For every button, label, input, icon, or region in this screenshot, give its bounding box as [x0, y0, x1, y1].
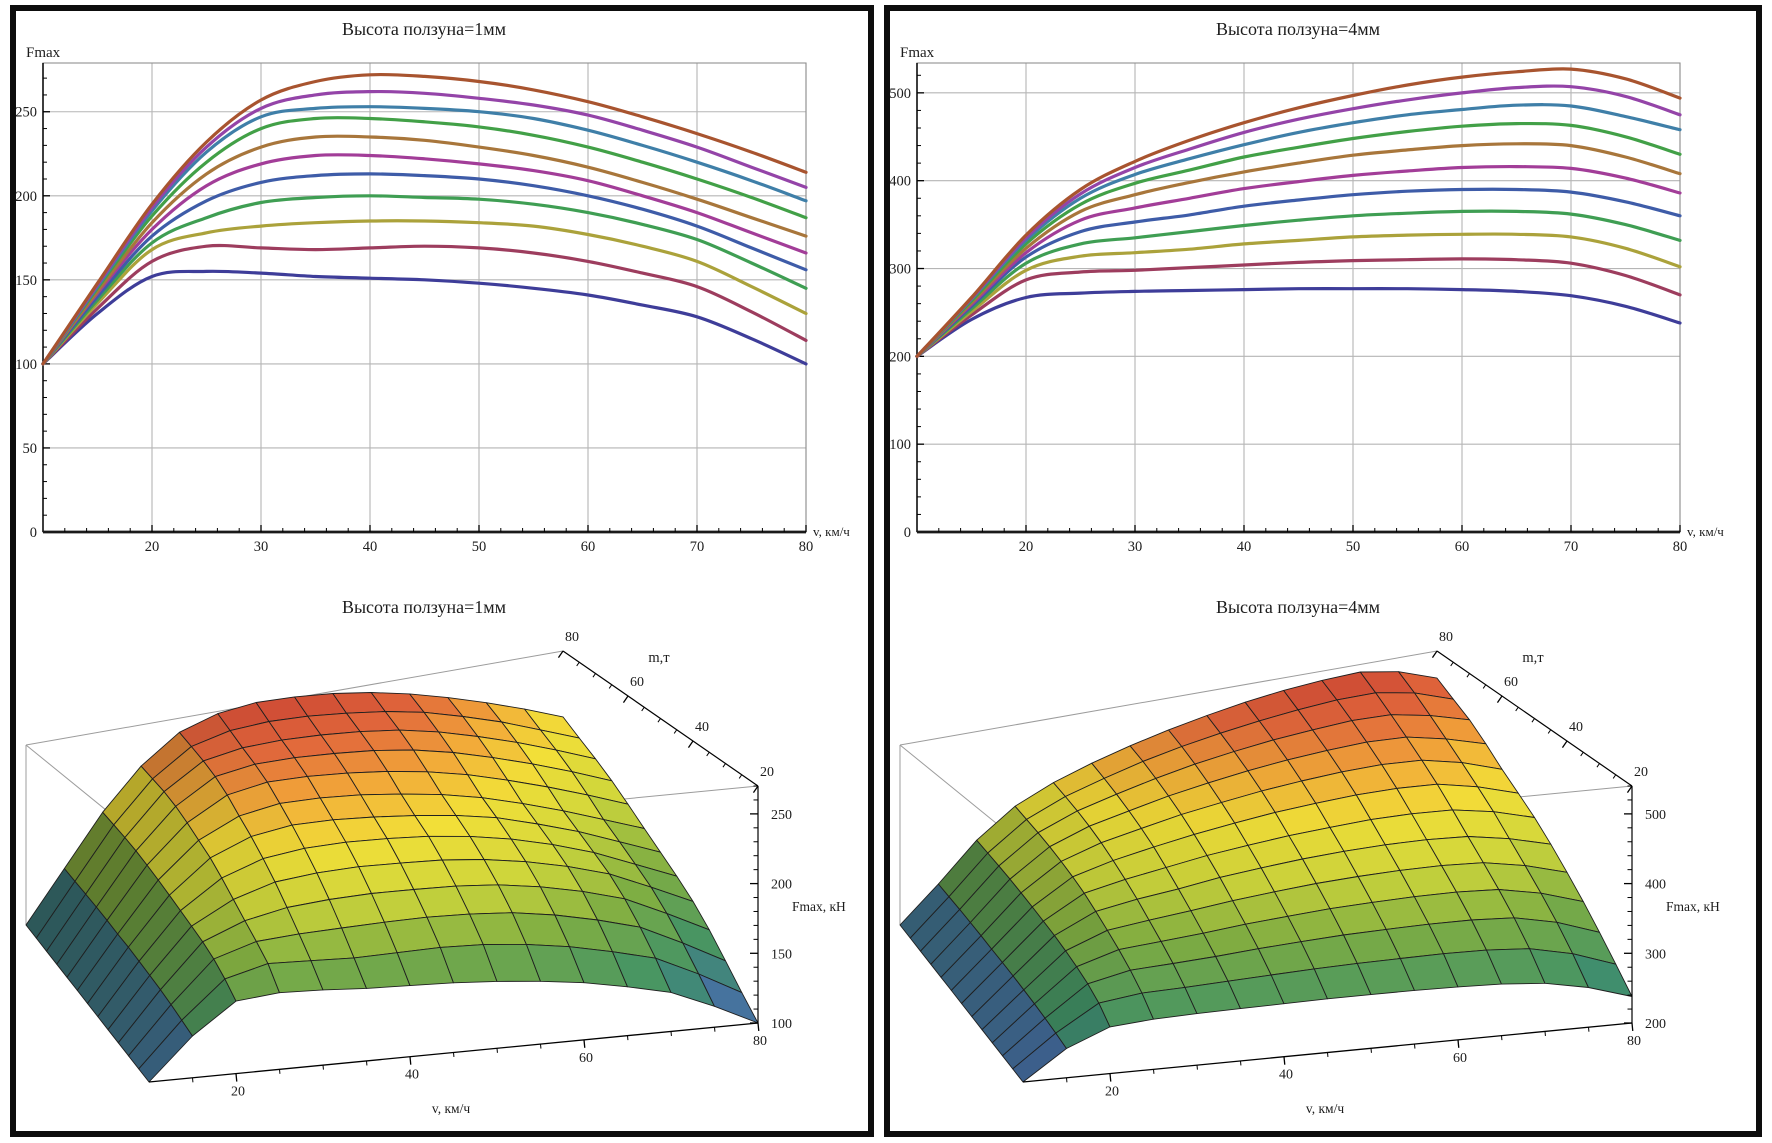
svg-text:200: 200	[1645, 1017, 1666, 1032]
svg-text:20: 20	[760, 765, 774, 780]
svg-text:150: 150	[771, 947, 792, 962]
svg-text:20: 20	[231, 1085, 245, 1100]
svg-text:500: 500	[890, 86, 911, 102]
svg-text:400: 400	[1645, 878, 1666, 893]
svg-text:200: 200	[890, 349, 911, 365]
svg-text:80: 80	[1673, 539, 1688, 555]
surface-chart-4mm: 20 40 60 80 v, км/ч 20 40 60 80 m,т 200 300 400 500 Fm…	[899, 630, 1720, 1116]
svg-text:200: 200	[771, 878, 792, 893]
svg-text:Fmax, кН: Fmax, кН	[792, 899, 846, 914]
svg-text:40: 40	[695, 720, 709, 735]
svg-text:200: 200	[16, 189, 37, 205]
svg-text:Fmax, кН: Fmax, кН	[1666, 899, 1720, 914]
svg-text:100: 100	[16, 357, 37, 373]
svg-text:300: 300	[1645, 947, 1666, 962]
svg-text:150: 150	[16, 273, 37, 289]
svg-text:70: 70	[1564, 539, 1579, 555]
svg-text:v, км/ч: v, км/ч	[1306, 1101, 1344, 1116]
svg-text:Fmax: Fmax	[900, 45, 935, 61]
svg-text:0: 0	[30, 525, 37, 541]
line-chart-1mm: 20 30 40 50 60 70 80 0 50 100 150 200 250 Fmax v, км/ч	[16, 45, 850, 555]
svg-text:20: 20	[1105, 1085, 1119, 1100]
svg-text:50: 50	[23, 441, 38, 457]
svg-text:100: 100	[890, 437, 911, 453]
svg-text:20: 20	[145, 539, 160, 555]
svg-text:v, км/ч: v, км/ч	[1687, 524, 1724, 539]
panel-4mm: Высота ползуна=4мм 20 30 40 50 60 70 80 0 100 200…	[884, 5, 1762, 1137]
svg-text:Fmax: Fmax	[26, 45, 61, 61]
svg-text:40: 40	[405, 1068, 419, 1083]
svg-text:30: 30	[254, 539, 269, 555]
surface-chart-1mm: 20 40 60 80 v, км/ч 20 40 60 80 m,т 100 150 200 250 Fm…	[25, 630, 846, 1116]
svg-text:v, км/ч: v, км/ч	[813, 524, 850, 539]
svg-text:20: 20	[1634, 765, 1648, 780]
svg-text:400: 400	[890, 174, 911, 190]
svg-text:60: 60	[1504, 675, 1518, 690]
svg-text:30: 30	[1128, 539, 1143, 555]
svg-text:20: 20	[1019, 539, 1034, 555]
line-chart-4mm: 20 30 40 50 60 70 80 0 100 200 300 400 500 Fmax v, км/…	[890, 45, 1724, 555]
svg-text:250: 250	[771, 808, 792, 823]
svg-text:100: 100	[771, 1017, 792, 1032]
svg-text:80: 80	[1439, 630, 1453, 645]
svg-text:60: 60	[630, 675, 644, 690]
svg-text:40: 40	[1569, 720, 1583, 735]
svg-text:60: 60	[1453, 1051, 1467, 1066]
svg-text:40: 40	[1237, 539, 1252, 555]
svg-text:80: 80	[565, 630, 579, 645]
svg-text:70: 70	[690, 539, 705, 555]
svg-text:m,т: m,т	[648, 650, 670, 666]
svg-text:m,т: m,т	[1522, 650, 1544, 666]
svg-text:80: 80	[753, 1034, 767, 1049]
svg-text:60: 60	[1455, 539, 1470, 555]
svg-text:40: 40	[363, 539, 378, 555]
svg-text:0: 0	[904, 525, 911, 541]
svg-text:500: 500	[1645, 808, 1666, 823]
panel-1mm: Высота ползуна=1мм 20 30 40 50 60 70 80 0 50 100 1…	[10, 5, 874, 1137]
svg-text:60: 60	[581, 539, 596, 555]
svg-text:300: 300	[890, 262, 911, 278]
svg-text:v, км/ч: v, км/ч	[432, 1101, 470, 1116]
svg-text:80: 80	[1627, 1034, 1641, 1049]
svg-text:40: 40	[1279, 1068, 1293, 1083]
svg-text:60: 60	[579, 1051, 593, 1066]
svg-text:80: 80	[799, 539, 814, 555]
svg-text:250: 250	[16, 105, 37, 121]
svg-text:50: 50	[472, 539, 487, 555]
svg-text:50: 50	[1346, 539, 1361, 555]
